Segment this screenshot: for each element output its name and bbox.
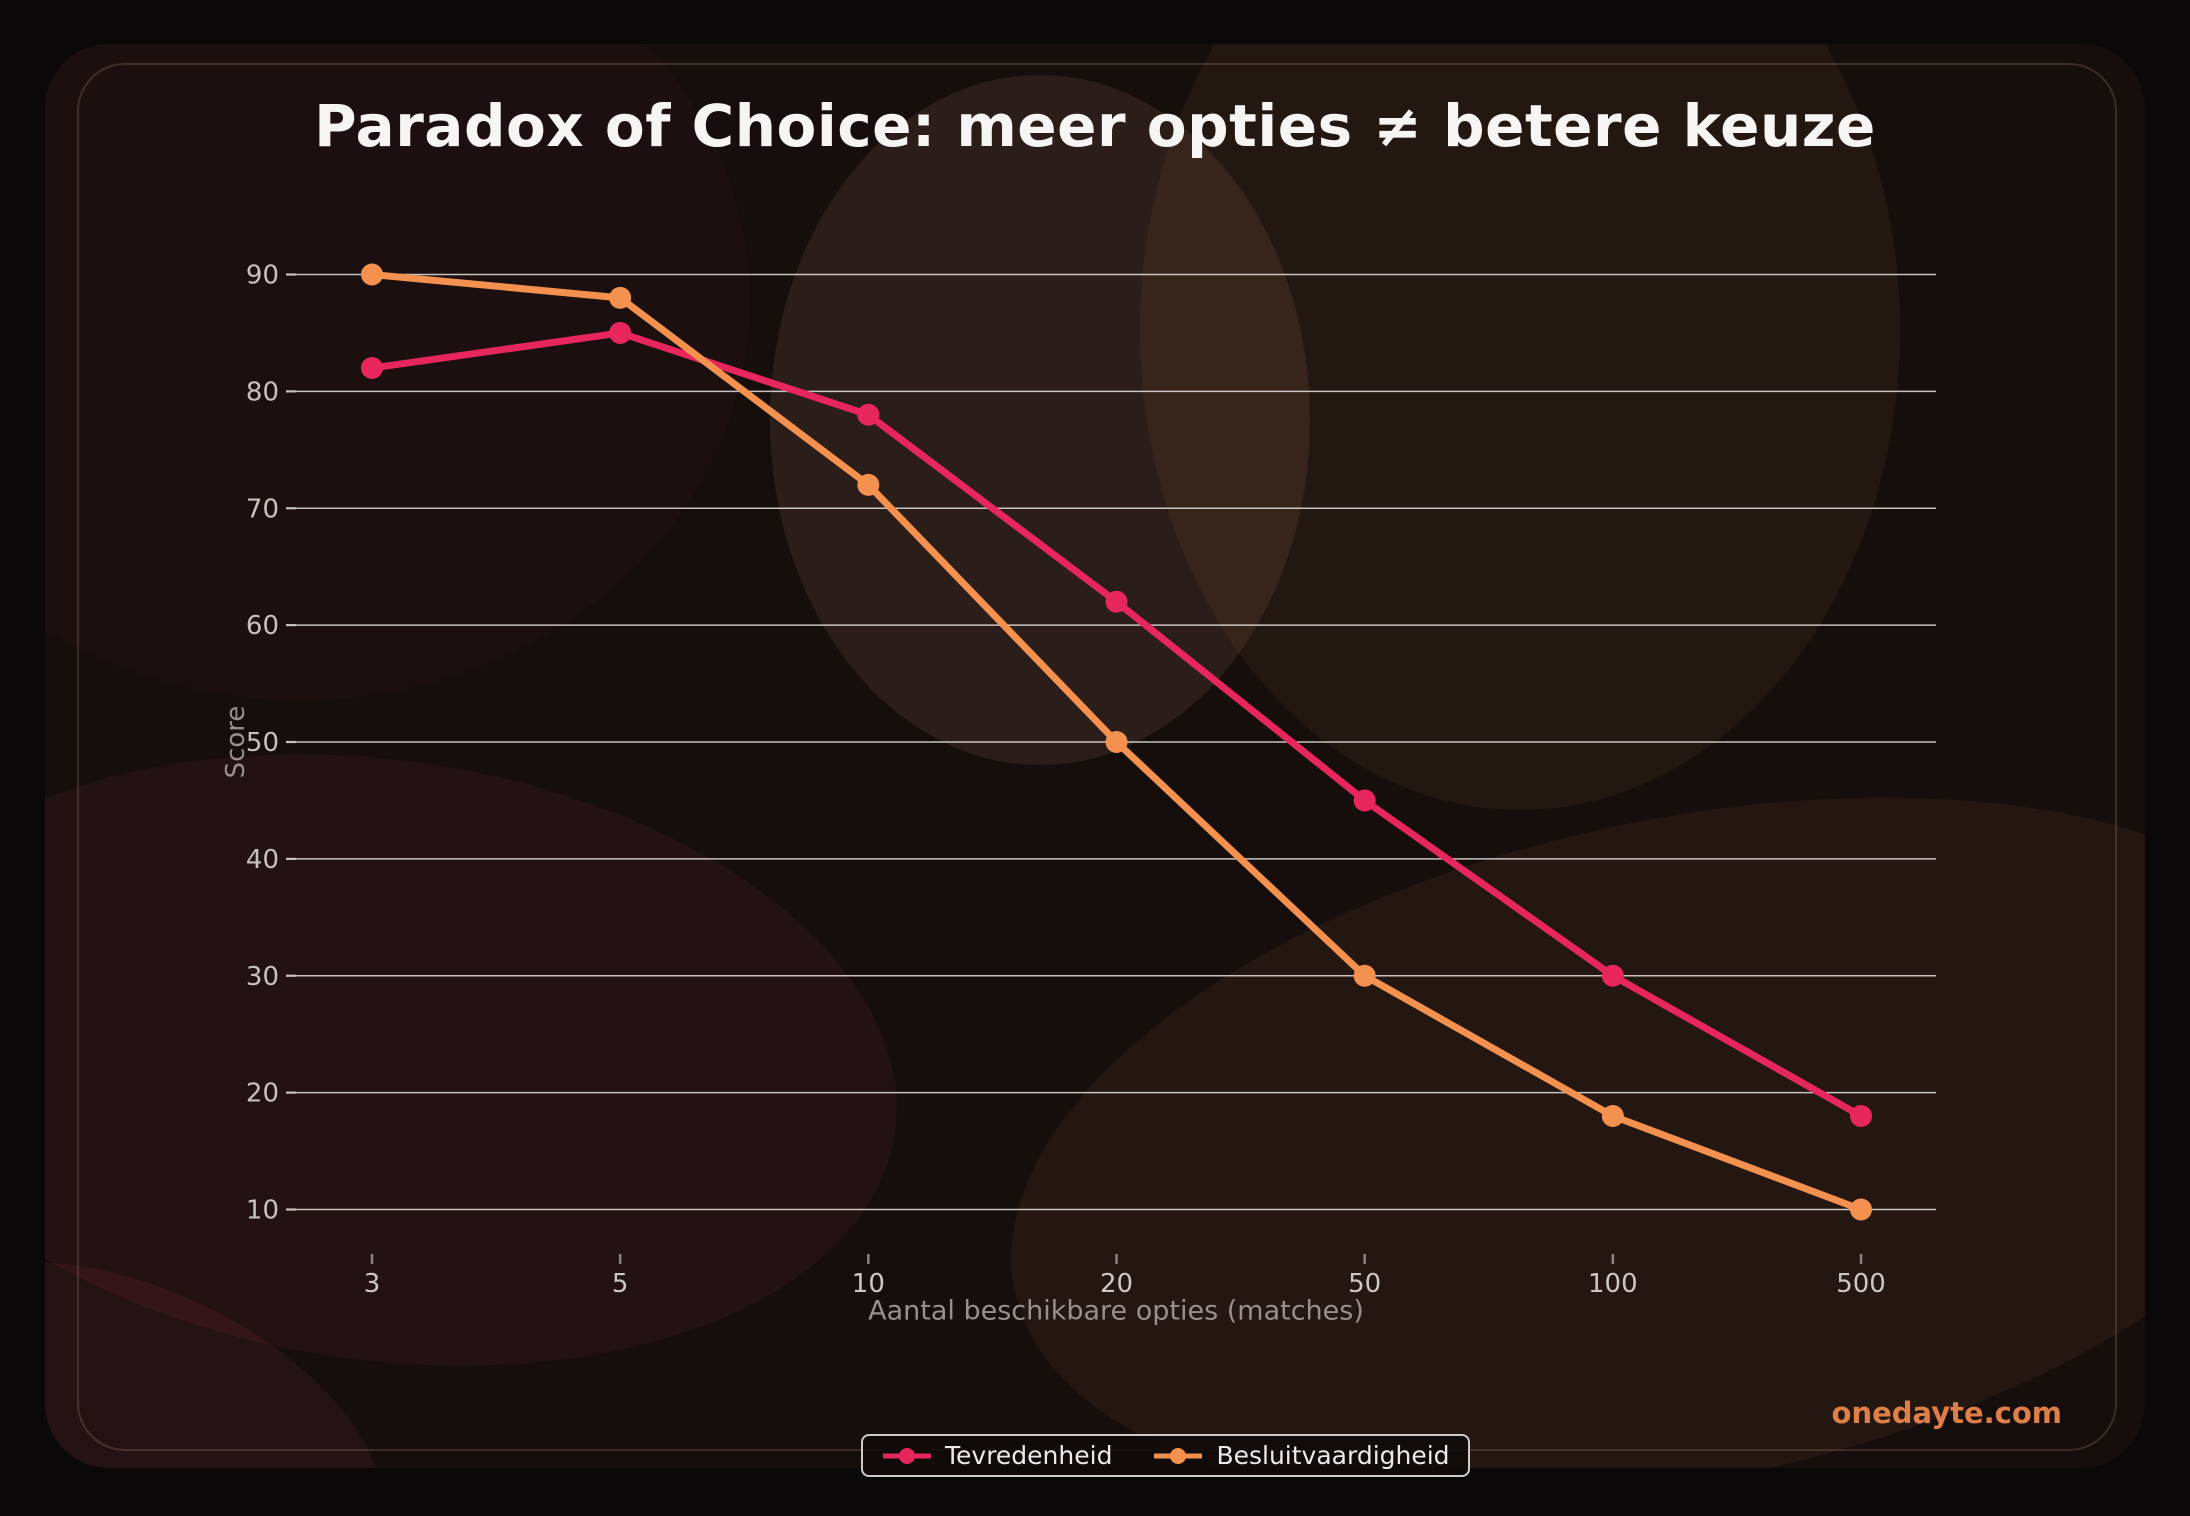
data-point-Tevredenheid (1601, 964, 1624, 987)
data-point-Besluitvaardigheid (1850, 1198, 1873, 1221)
data-point-Besluitvaardigheid (361, 263, 383, 286)
legend-marker-icon (883, 1447, 931, 1464)
legend-label: Besluitvaardigheid (1216, 1441, 1450, 1470)
y-tick-label: 20 (246, 1079, 279, 1109)
legend-item: Tevredenheid (881, 1441, 1112, 1470)
series-line-Tevredenheid (368, 329, 1865, 1120)
x-axis-title: Aantal beschikbare opties (matches) (868, 1295, 1364, 1327)
y-tick-label: 40 (246, 845, 279, 875)
x-tick-label: 20 (1100, 1269, 1133, 1299)
y-tick-label: 60 (246, 611, 279, 641)
data-point-Tevredenheid (361, 357, 383, 379)
data-point-Tevredenheid (1353, 789, 1376, 812)
data-point-Besluitvaardigheid (857, 473, 880, 496)
x-tick-label: 50 (1348, 1269, 1381, 1299)
x-tick-label: 5 (612, 1269, 629, 1299)
x-tick-label: 100 (1588, 1269, 1638, 1299)
data-point-Tevredenheid (1105, 590, 1128, 613)
data-point-Besluitvaardigheid (1105, 731, 1128, 753)
data-point-Tevredenheid (857, 403, 880, 426)
y-tick-label: 30 (246, 962, 279, 992)
data-point-Besluitvaardigheid (609, 286, 632, 309)
legend-label: Tevredenheid (945, 1441, 1113, 1470)
x-tick-label: 500 (1836, 1269, 1886, 1299)
y-axis-title: Score (221, 705, 251, 779)
y-tick-label: 10 (246, 1196, 279, 1226)
x-tick-label: 10 (852, 1269, 885, 1299)
data-point-Tevredenheid (609, 321, 632, 344)
x-tick-label: 3 (364, 1269, 381, 1299)
chart-title: Paradox of Choice: meer opties ≠ betere … (314, 92, 1876, 160)
y-tick-label: 70 (246, 494, 279, 524)
bg-ellipse-right-top (1140, 44, 1900, 810)
legend: Tevredenheid Besluitvaardigheid (861, 1434, 1470, 1477)
y-tick-label: 50 (246, 728, 279, 758)
chart-panel (45, 44, 2145, 1468)
y-tick-label: 80 (246, 377, 279, 407)
data-point-Besluitvaardigheid (1353, 964, 1376, 987)
watermark: onedayte.com (1831, 1396, 2062, 1430)
legend-item: Besluitvaardigheid (1152, 1441, 1450, 1470)
data-point-Besluitvaardigheid (1601, 1105, 1624, 1127)
data-point-Tevredenheid (1850, 1105, 1873, 1127)
y-tick-label: 90 (246, 261, 279, 291)
legend-marker-icon (1154, 1447, 1203, 1464)
